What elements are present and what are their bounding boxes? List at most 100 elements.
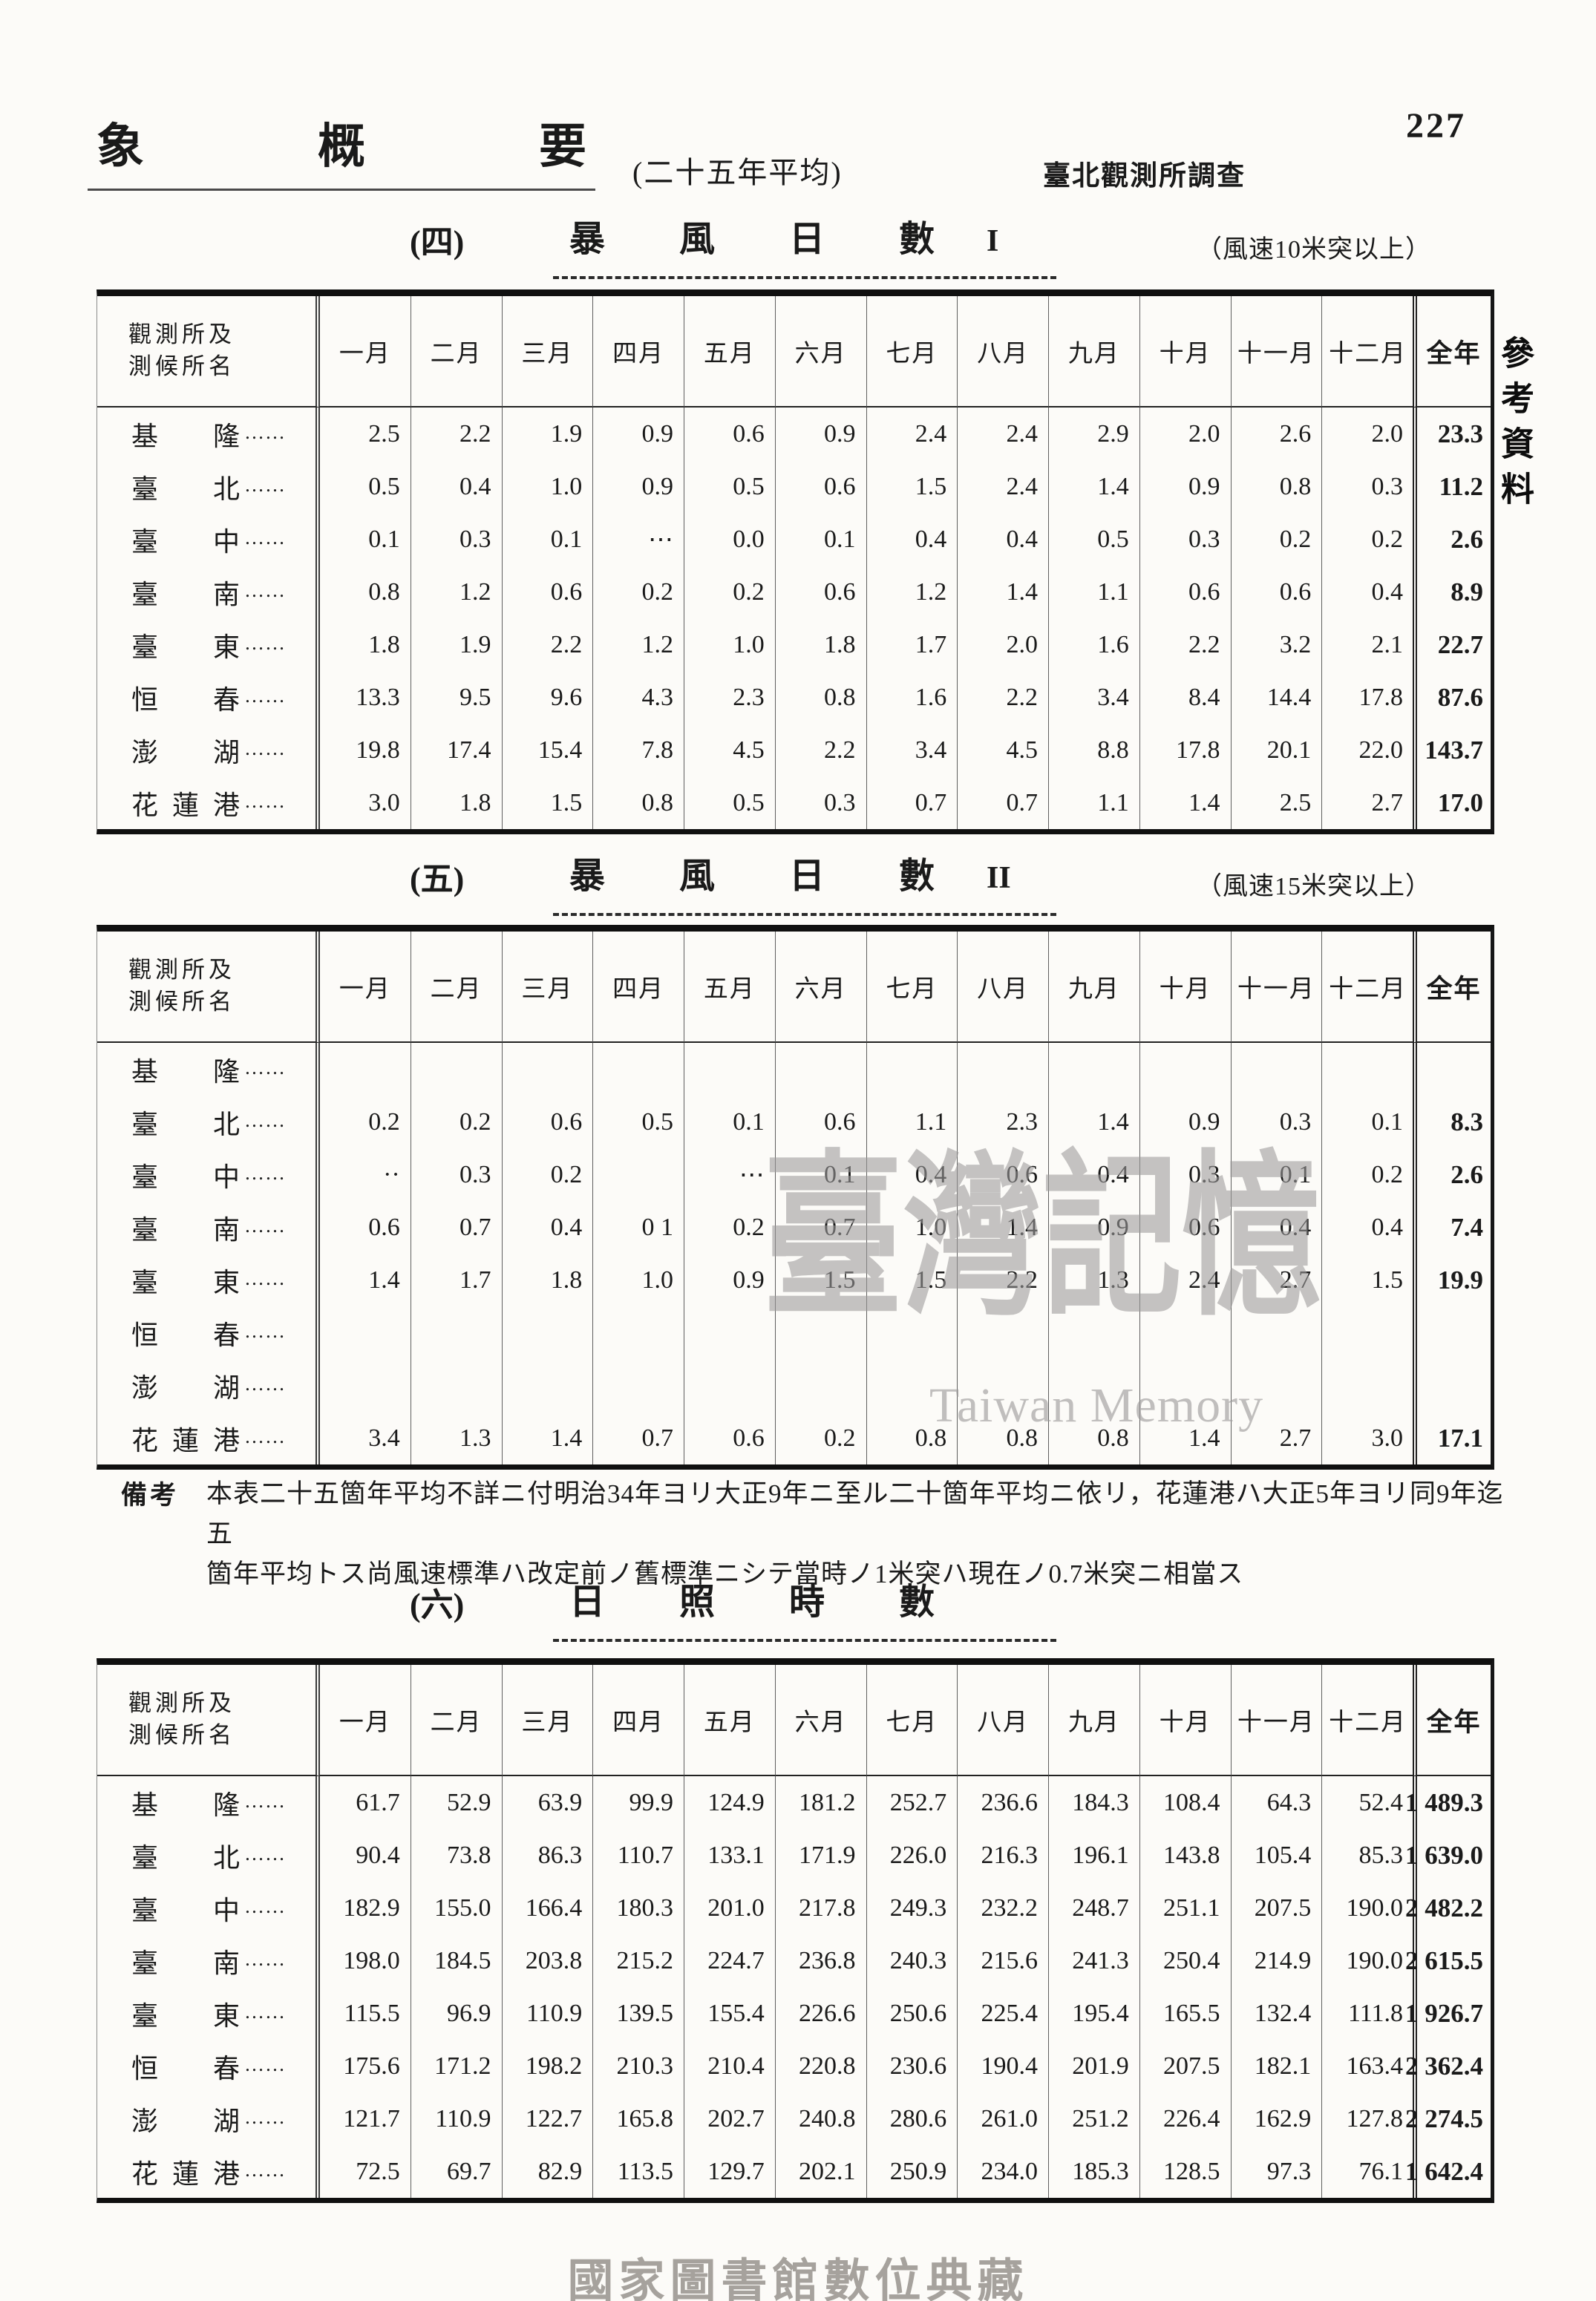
annual-cell: 1 639.0 <box>1405 1829 1491 1882</box>
sunshine-hours-table: 觀測所及 測候所名 一月 二月 三月 四月 五月 六月 七月 八月 九月 十月 十一月 十二月 全年 基隆……… <box>97 1658 1494 2203</box>
month-header: 八月 <box>958 296 1049 407</box>
station-column-header-line: 測候所名 <box>128 989 235 1015</box>
surveyor-label: 臺北觀測所調查 <box>1043 161 1246 192</box>
leader-dots: …… <box>244 579 286 601</box>
value-cell: 0.2 <box>684 566 776 618</box>
station-name: 澎湖 <box>131 2106 240 2136</box>
value-cell: 184.5 <box>411 1934 503 1987</box>
value-cell: 108.4 <box>1140 1776 1232 1829</box>
value-cell: 0.7 <box>776 1201 867 1254</box>
leader-dots: …… <box>244 632 286 654</box>
value-cell: 9.6 <box>503 671 594 724</box>
annual-cell: 87.6 <box>1413 671 1491 724</box>
month-header: 七月 <box>866 932 958 1043</box>
value-cell: 0.9 <box>593 460 684 513</box>
value-cell <box>958 1043 1049 1096</box>
station-name: 臺東 <box>131 632 240 662</box>
value-cell: 210.4 <box>684 2040 776 2092</box>
month-header: 十月 <box>1139 1665 1232 1776</box>
value-cell: 1.4 <box>958 566 1049 618</box>
value-cell: 9.5 <box>411 671 503 724</box>
annual-cell: 17.0 <box>1413 776 1491 829</box>
annual-cell: 1 926.7 <box>1405 1987 1491 2040</box>
value-cell: 0.1 <box>684 1096 776 1148</box>
table3-caption-index: (六) <box>410 1587 465 1623</box>
annual-cell: 1 489.3 <box>1405 1776 1491 1829</box>
value-cell: 2.5 <box>320 407 411 460</box>
annual-cell: 2.6 <box>1413 513 1491 566</box>
value-cell: 3.0 <box>320 776 411 829</box>
value-cell: 0.8 <box>1232 460 1323 513</box>
value-cell: 139.5 <box>593 1987 684 2040</box>
value-cell: 240.3 <box>867 1934 958 1987</box>
month-header: 五月 <box>684 932 776 1043</box>
leader-dots: …… <box>244 1320 286 1342</box>
annual-cell <box>1413 1306 1491 1359</box>
page-title: 象 概 要 <box>88 108 595 191</box>
value-cell: 230.6 <box>867 2040 958 2092</box>
value-cell: 0.7 <box>411 1201 503 1254</box>
station-name: 臺中 <box>131 1895 240 1925</box>
value-cell: 180.3 <box>593 1882 684 1934</box>
station-column-header: 觀測所及 測候所名 <box>97 296 320 407</box>
value-cell: 99.9 <box>593 1776 684 1829</box>
value-cell <box>593 1306 684 1359</box>
value-cell <box>776 1043 867 1096</box>
value-cell: 72.5 <box>320 2145 411 2198</box>
value-cell <box>320 1043 411 1096</box>
value-cell: 2.5 <box>1232 776 1323 829</box>
value-cell <box>320 1306 411 1359</box>
table3-caption: (六) 日 照 時 數 <box>0 1572 1596 1654</box>
value-cell: 1.8 <box>776 618 867 671</box>
leader-dots: …… <box>244 1790 286 1812</box>
value-cell <box>1322 1306 1413 1359</box>
value-cell: 0.3 <box>411 513 503 566</box>
value-cell <box>776 1306 867 1359</box>
value-cell: 251.1 <box>1140 1882 1232 1934</box>
value-cell: 0.2 <box>503 1148 594 1201</box>
value-cell: 249.3 <box>867 1882 958 1934</box>
value-cell: 0.3 <box>776 776 867 829</box>
page-subtitle: (二十五年平均) <box>632 156 843 189</box>
station-cell: 臺北…… <box>97 460 320 513</box>
value-cell: 234.0 <box>958 2145 1049 2198</box>
station-cell: 臺南…… <box>97 1934 320 1987</box>
value-cell: 185.3 <box>1049 2145 1140 2198</box>
value-cell: 0.2 <box>776 1412 867 1464</box>
value-cell: 1.8 <box>411 776 503 829</box>
value-cell: 210.3 <box>593 2040 684 2092</box>
value-cell: 220.8 <box>776 2040 867 2092</box>
value-cell: 2.9 <box>1049 407 1140 460</box>
value-cell <box>593 1043 684 1096</box>
leader-dots: …… <box>244 474 286 496</box>
value-cell: 1.5 <box>867 1254 958 1306</box>
value-cell: 0.6 <box>1140 566 1232 618</box>
value-cell <box>1140 1306 1232 1359</box>
value-cell: 0.2 <box>1371 525 1404 553</box>
value-cell <box>320 1359 411 1412</box>
month-header: 一月 <box>320 1665 411 1776</box>
value-cell: 226.0 <box>867 1829 958 1882</box>
station-name: 基隆 <box>131 421 240 451</box>
annual-cell: 17.1 <box>1413 1412 1491 1464</box>
station-name: 臺北 <box>131 1109 240 1139</box>
value-cell: 175.6 <box>320 2040 411 2092</box>
value-cell: 2.6 <box>1232 407 1323 460</box>
value-cell: 0.6 <box>776 566 867 618</box>
value-cell: 165.8 <box>593 2092 684 2145</box>
station-name: 基隆 <box>131 1790 240 1820</box>
value-cell: 0.1 <box>776 1148 867 1201</box>
value-cell: 248.7 <box>1049 1882 1140 1934</box>
storm-days-I-table: 觀測所及 測候所名 一月 二月 三月 四月 五月 六月 七月 八月 九月 十月 十一月 十二月 全年 基隆……… <box>97 289 1494 834</box>
value-cell: 1.5 <box>776 1254 867 1306</box>
value-cell: 2.4 <box>958 407 1049 460</box>
annual-cell: 19.9 <box>1413 1254 1491 1306</box>
value-cell <box>1049 1043 1140 1096</box>
value-cell: 2.4 <box>867 407 958 460</box>
value-cell <box>958 1359 1049 1412</box>
station-name: 臺南 <box>131 1948 240 1978</box>
station-cell: 恒春…… <box>97 1306 320 1359</box>
value-cell <box>1322 1043 1413 1096</box>
leader-dots: …… <box>244 1842 286 1865</box>
